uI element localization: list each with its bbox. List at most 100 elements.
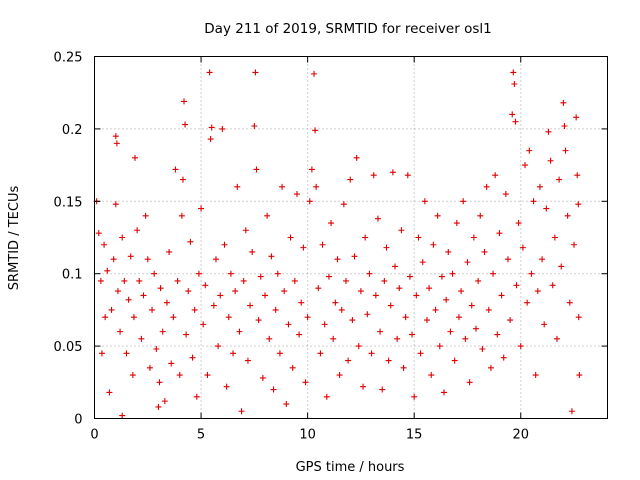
data-point [102, 314, 109, 321]
data-point [311, 70, 318, 77]
data-point [207, 136, 214, 143]
data-point [490, 270, 497, 277]
data-point [302, 379, 309, 386]
data-point [470, 234, 477, 241]
data-point [174, 277, 181, 284]
data-point [406, 273, 413, 280]
data-point [360, 383, 367, 390]
data-points [93, 69, 583, 419]
data-point [212, 256, 219, 263]
data-point [338, 306, 345, 313]
data-point [140, 292, 147, 299]
data-point [156, 379, 163, 386]
data-point [475, 277, 482, 284]
data-point [434, 212, 441, 219]
data-point [217, 292, 224, 299]
data-point [573, 114, 580, 121]
data-point [532, 372, 539, 379]
data-point [398, 227, 405, 234]
data-point [438, 273, 445, 280]
data-point [236, 328, 243, 335]
data-point [112, 133, 119, 140]
x-axis-label: GPS time / hours [296, 460, 405, 475]
data-point [575, 201, 582, 208]
data-point [500, 354, 507, 361]
data-point [181, 98, 188, 105]
data-point [121, 277, 128, 284]
data-point [464, 259, 471, 266]
data-point [274, 270, 281, 277]
data-point [400, 364, 407, 371]
data-point [172, 166, 179, 173]
data-point [432, 306, 439, 313]
data-point [351, 253, 358, 260]
x-tick-label: 10 [299, 428, 316, 443]
data-point [430, 241, 437, 248]
data-point [345, 357, 352, 364]
data-point [483, 183, 490, 190]
grid [94, 56, 608, 419]
data-point [485, 306, 492, 313]
data-point [357, 288, 364, 295]
data-point [191, 306, 198, 313]
data-point [306, 198, 313, 205]
data-point [253, 166, 260, 173]
data-point [377, 328, 384, 335]
data-point [479, 345, 486, 352]
data-point [138, 335, 145, 342]
data-point [151, 270, 158, 277]
data-point [336, 372, 343, 379]
data-point [449, 270, 456, 277]
data-point [575, 314, 582, 321]
data-point [496, 230, 503, 237]
data-point [97, 277, 104, 284]
data-point [149, 306, 156, 313]
data-point [255, 317, 262, 324]
data-point [227, 270, 234, 277]
data-point [315, 285, 322, 292]
data-point [510, 69, 517, 76]
data-point [368, 350, 375, 357]
data-point [125, 296, 132, 303]
data-point [142, 212, 149, 219]
data-point [119, 234, 126, 241]
data-point [353, 154, 360, 161]
data-point [560, 99, 567, 106]
data-point [512, 118, 519, 125]
y-axis-label: SRMTID / TECUs [7, 186, 22, 291]
data-point [534, 288, 541, 295]
data-point [561, 123, 568, 130]
data-point [413, 292, 420, 299]
data-point [460, 198, 467, 205]
data-point [379, 386, 386, 393]
x-tick-label: 20 [512, 428, 529, 443]
data-point [225, 314, 232, 321]
data-point [185, 288, 192, 295]
data-point [385, 357, 392, 364]
data-point [445, 248, 452, 255]
data-point [262, 292, 269, 299]
data-point [372, 292, 379, 299]
x-tick-label: 0 [90, 428, 98, 443]
data-point [455, 314, 462, 321]
data-point [98, 350, 105, 357]
data-point [300, 244, 307, 251]
data-point [462, 335, 469, 342]
chart-title: Day 211 of 2019, SRMTID for receiver osl… [204, 21, 491, 37]
data-point [417, 350, 424, 357]
data-point [556, 176, 563, 183]
data-point [123, 350, 130, 357]
data-point [257, 273, 264, 280]
data-point [240, 277, 247, 284]
data-point [298, 299, 305, 306]
data-point [519, 244, 526, 251]
data-point [362, 234, 369, 241]
data-point [421, 198, 428, 205]
data-point [325, 273, 332, 280]
data-point [206, 69, 213, 76]
data-point [340, 201, 347, 208]
data-point [182, 121, 189, 128]
data-point [249, 248, 256, 255]
data-point [370, 172, 377, 179]
